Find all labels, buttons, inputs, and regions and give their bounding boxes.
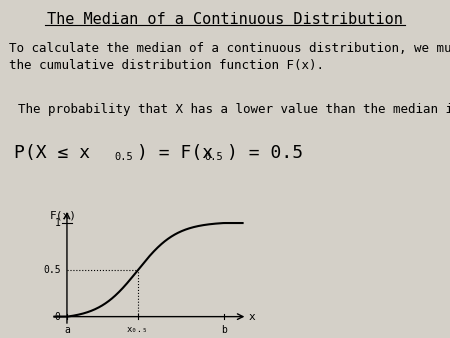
Text: 0: 0: [55, 312, 61, 322]
Text: To calculate the median of a continuous distribution, we must use
the cumulative: To calculate the median of a continuous …: [9, 42, 450, 72]
Text: 0.5: 0.5: [115, 152, 134, 162]
Text: The Median of a Continuous Distribution: The Median of a Continuous Distribution: [47, 12, 403, 27]
Text: P(X ≤ x: P(X ≤ x: [14, 144, 90, 162]
Text: a: a: [64, 325, 70, 335]
Text: ) = F(x: ) = F(x: [137, 144, 213, 162]
Text: 1: 1: [55, 218, 61, 228]
Text: F(x): F(x): [50, 211, 76, 221]
Text: x₀.₅: x₀.₅: [127, 325, 148, 334]
Text: ) = 0.5: ) = 0.5: [227, 144, 303, 162]
Text: 0.5: 0.5: [43, 265, 61, 275]
Text: 0.5: 0.5: [205, 152, 224, 162]
Text: x: x: [249, 312, 256, 322]
Text: b: b: [221, 325, 227, 335]
Text: The probability that X has a lower value than the median is 0.5.: The probability that X has a lower value…: [18, 103, 450, 116]
